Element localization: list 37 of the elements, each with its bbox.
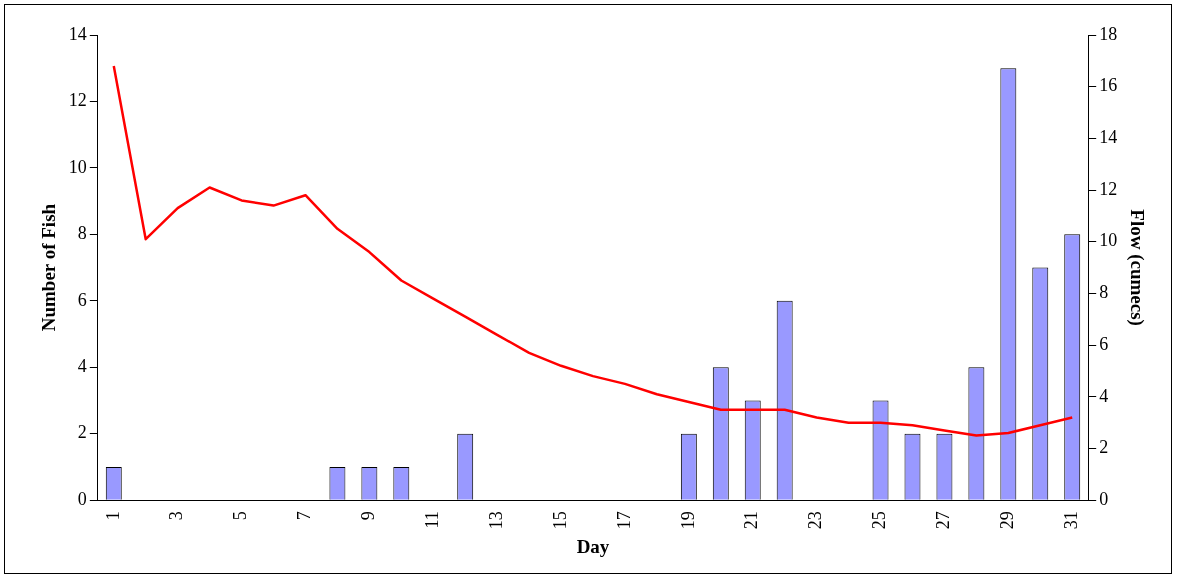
y-tick-label: 6 <box>77 289 87 310</box>
y2-tick-label: 14 <box>1099 127 1118 148</box>
x-tick-label: 31 <box>1060 511 1081 530</box>
x-tick-label: 27 <box>933 511 954 530</box>
y2-tick-label: 10 <box>1099 230 1118 251</box>
x-tick-label: 17 <box>613 511 634 530</box>
x-axis-title: Day <box>576 535 610 557</box>
x-tick-label: 13 <box>485 511 506 530</box>
y2-tick-label: 18 <box>1099 23 1118 44</box>
x-tick-label: 5 <box>230 511 251 521</box>
x-tick-label: 25 <box>869 511 890 530</box>
y-tick-label: 0 <box>77 488 87 509</box>
y-axis-title: Number of Fish <box>38 203 60 332</box>
x-tick-label: 3 <box>166 511 187 521</box>
x-tick-label: 11 <box>421 511 442 529</box>
y2-tick-label: 4 <box>1099 385 1109 406</box>
y-tick-label: 8 <box>77 223 87 244</box>
y2-tick-label: 2 <box>1099 437 1109 458</box>
y2-tick-label: 0 <box>1099 488 1109 509</box>
y-tick-label: 12 <box>68 90 87 111</box>
y2-tick-label: 16 <box>1099 75 1118 96</box>
y2-axis-title: Flow (cumecs) <box>1125 209 1148 326</box>
x-tick-label: 9 <box>358 511 379 521</box>
x-tick-label: 29 <box>997 511 1018 530</box>
x-tick-label: 19 <box>677 511 698 530</box>
x-tick-label: 21 <box>741 511 762 530</box>
x-tick-label: 23 <box>805 511 826 530</box>
y2-tick-label: 6 <box>1099 333 1109 354</box>
y2-tick-label: 12 <box>1099 178 1118 199</box>
y-tick-label: 2 <box>77 422 87 443</box>
y-tick-label: 4 <box>77 356 87 377</box>
x-tick-label: 7 <box>294 511 315 521</box>
y-tick-label: 14 <box>68 23 87 44</box>
x-tick-label: 15 <box>549 511 570 530</box>
y-tick-label: 10 <box>68 156 87 177</box>
y2-tick-label: 8 <box>1099 282 1109 303</box>
x-tick-label: 1 <box>102 511 123 521</box>
